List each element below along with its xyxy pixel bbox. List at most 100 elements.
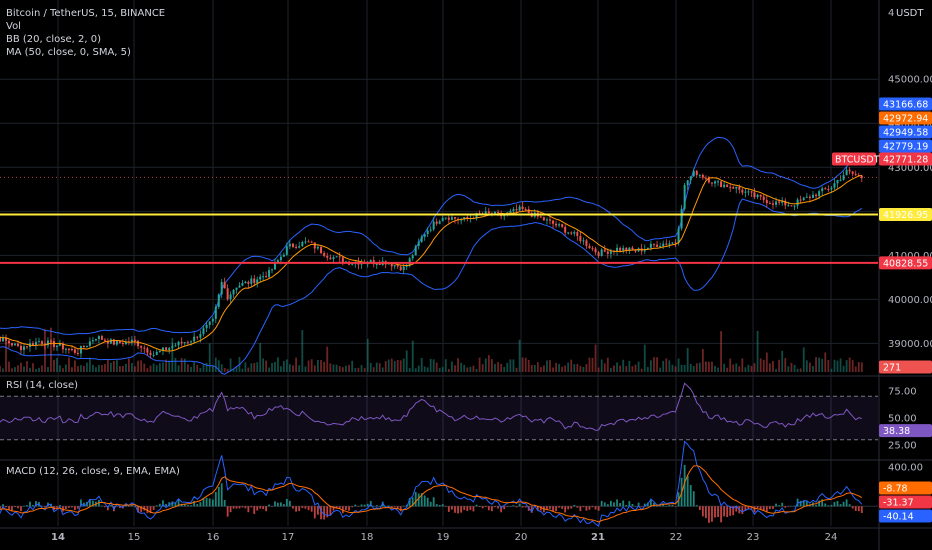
candle-body (701, 174, 704, 178)
candle-body (460, 219, 463, 221)
volume-bar (680, 364, 683, 372)
candle-body (622, 247, 625, 251)
macd-histogram-bar (268, 504, 270, 507)
volume-bar (14, 367, 16, 372)
level-badge[interactable]: 41926.95 (883, 210, 928, 221)
volume-bar (205, 362, 208, 372)
price-badge[interactable]: 42779.19 (883, 142, 928, 153)
candle-body (576, 232, 579, 236)
macd-histogram-bar (110, 505, 112, 507)
candle-body (616, 247, 619, 252)
macd-histogram-bar (2, 504, 4, 507)
vol-indicator-label[interactable]: Vol (6, 21, 21, 32)
symbol-tag[interactable]: BTCUSDT (835, 155, 880, 166)
candle-body (744, 191, 747, 193)
price-badge-bg (879, 139, 932, 153)
candle-body (232, 289, 235, 295)
currency-selector[interactable]: USDT (896, 8, 924, 19)
macd-axis-label: 400.00 (888, 462, 923, 473)
macd-histogram-bar (711, 506, 713, 522)
rsi-indicator-label[interactable]: RSI (14, close) (6, 380, 79, 391)
macd-histogram-bar (238, 506, 241, 509)
candle-body (603, 249, 606, 252)
price-pane[interactable] (0, 136, 878, 375)
volume-bar (677, 358, 680, 372)
candle-body (1, 337, 4, 342)
date-tick-label: 20 (515, 532, 528, 543)
rsi-value-badge[interactable]: 38.38 (883, 426, 910, 437)
volume-bar (229, 358, 232, 372)
candle-body (606, 251, 609, 254)
macd-histogram-bar (17, 506, 19, 509)
price-badge[interactable]: 42771.28 (883, 155, 928, 166)
bb-indicator-label[interactable]: BB (20, close, 2, 0) (6, 34, 101, 45)
macd-histogram-bar (457, 506, 459, 514)
date-tick-label: 19 (437, 532, 450, 543)
macd-histogram-bar (848, 504, 851, 507)
macd-histogram-bar (372, 505, 375, 507)
price-badge[interactable]: 43166.68 (883, 100, 928, 111)
macd-histogram-bar (426, 497, 429, 507)
candle-body (100, 336, 103, 340)
macd-histogram-bar (285, 498, 288, 507)
price-badge[interactable]: 42949.58 (883, 128, 928, 139)
candle-body (46, 340, 49, 346)
macd-badge-bg (879, 495, 932, 509)
volume-bar (549, 360, 551, 372)
candle-body (564, 226, 567, 233)
macd-pane[interactable]: 400.00 -8.78 -31.37 -40.14 (0, 440, 932, 528)
macd-histogram-bar (787, 506, 790, 507)
volume-bar (165, 359, 167, 372)
level-badge-bg (879, 208, 932, 222)
rsi-pane[interactable]: 75.00 50.00 25.00 38.38 (0, 382, 932, 452)
macd-histogram-bar (475, 504, 478, 507)
symbol-title[interactable]: Bitcoin / TetherUS, 15, BINANCE (6, 8, 166, 19)
macd-histogram-bar (247, 506, 250, 513)
candle-body (796, 199, 799, 206)
macd-histogram-bar (127, 506, 130, 507)
macd-badge[interactable]: -40.14 (883, 512, 914, 523)
macd-histogram-bar (11, 506, 13, 511)
ma-indicator-label[interactable]: MA (50, close, 0, SMA, 5) (6, 47, 131, 58)
macd-badge[interactable]: -31.37 (883, 498, 914, 509)
candle-body (729, 186, 732, 188)
candle-body (545, 219, 548, 221)
macd-histogram-bar (714, 506, 716, 518)
macd-histogram-bar (366, 503, 369, 507)
candle-body (497, 212, 500, 214)
macd-badge[interactable]: -8.78 (883, 484, 908, 495)
candle-body (818, 191, 821, 197)
volume-bar (481, 364, 484, 372)
volume-bar (47, 366, 49, 372)
price-axis[interactable]: 45000.0044000.0043000.0042000.0041000.00… (832, 75, 932, 374)
macd-histogram-bar (313, 506, 316, 519)
volume-badge[interactable]: 271 (883, 363, 901, 374)
macd-histogram-bar (708, 506, 710, 523)
volume-bar (441, 367, 444, 372)
candle-body (55, 345, 58, 347)
level-badge[interactable]: 40828.55 (883, 258, 928, 269)
macd-histogram-bar (454, 506, 456, 513)
macd-histogram-bar (235, 506, 238, 509)
volume-bar (134, 366, 136, 372)
candle-body (649, 243, 652, 248)
macd-histogram-bar (441, 504, 444, 507)
date-tick-label: 21 (591, 532, 605, 543)
volume-bar (384, 361, 387, 372)
price-badge[interactable]: 42972.94 (883, 114, 928, 125)
volume-bar (512, 359, 515, 372)
candle-body (4, 337, 7, 341)
candle-body (762, 196, 765, 201)
candle-body (250, 278, 253, 284)
volume-bar (555, 362, 557, 372)
volume-bar (472, 365, 475, 372)
macd-histogram-bar (338, 506, 341, 509)
time-axis[interactable]: 14 15 16 17 18 19 20 21 22 23 24 (51, 532, 837, 543)
volume-bar (279, 366, 282, 372)
macd-indicator-label[interactable]: MACD (12, 26, close, 9, EMA, EMA) (6, 466, 180, 477)
volume-bar (232, 368, 235, 372)
macd-histogram-bar (259, 506, 262, 509)
candle-body (790, 205, 793, 207)
volume-bar (363, 368, 366, 372)
